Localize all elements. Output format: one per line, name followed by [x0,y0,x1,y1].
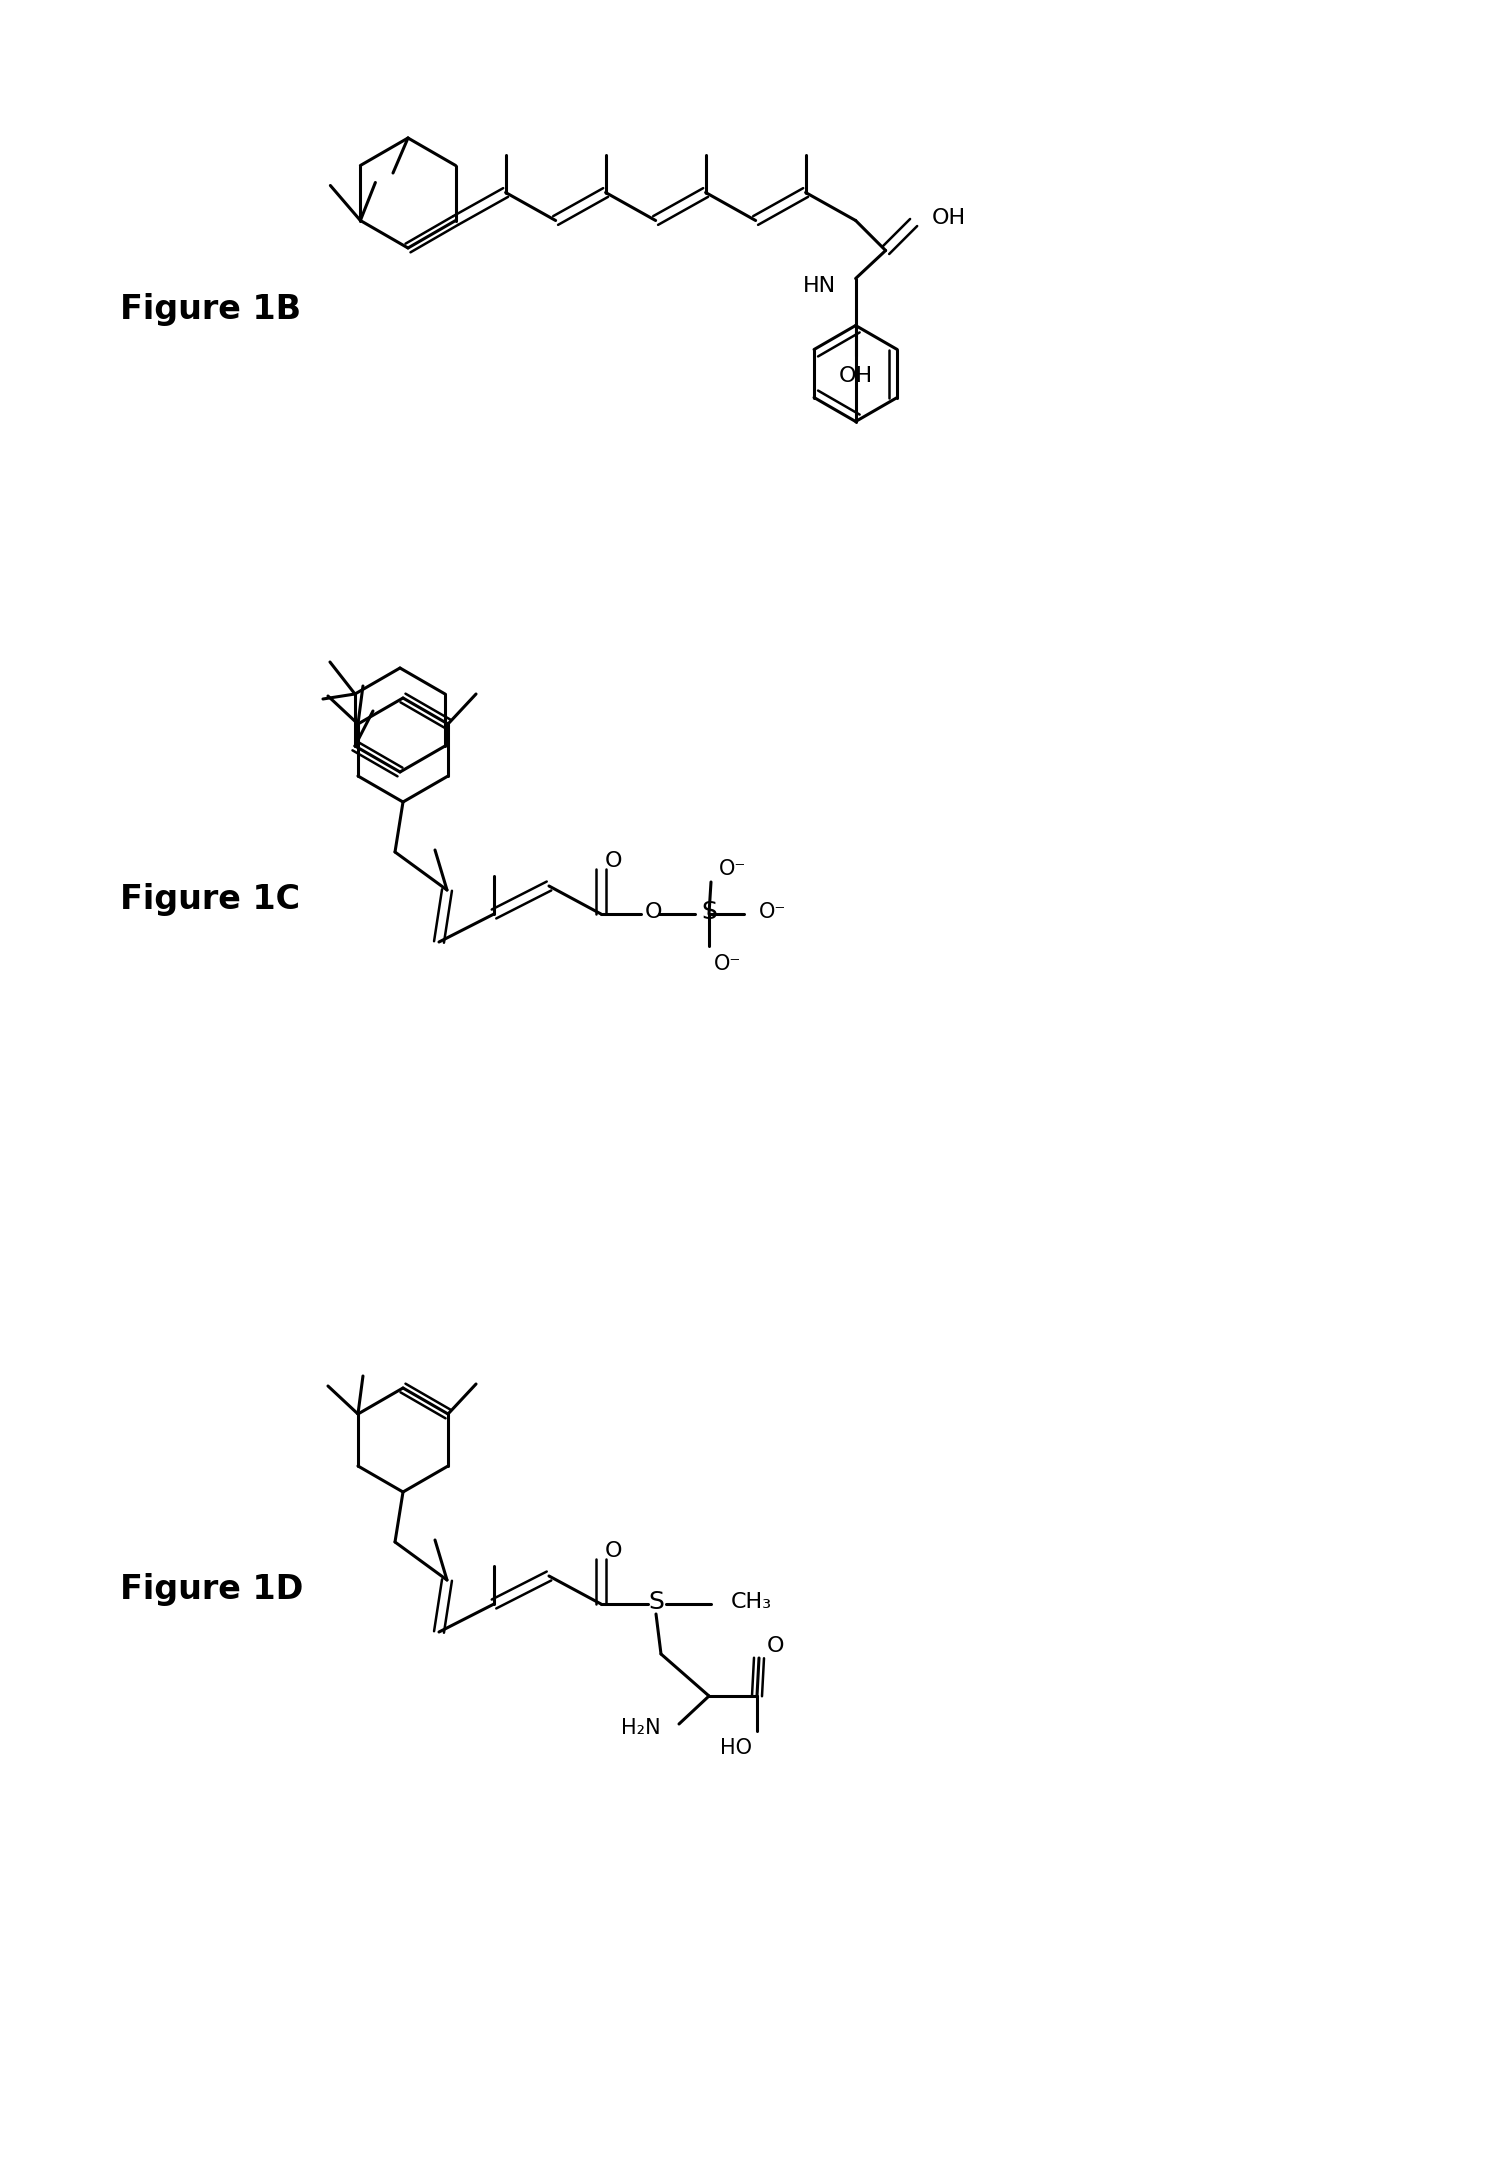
Text: S: S [648,1589,664,1613]
Text: S: S [701,900,716,924]
Text: HO: HO [719,1739,752,1758]
Text: CH₃: CH₃ [731,1591,772,1613]
Text: O: O [605,852,621,872]
Text: H₂N: H₂N [621,1717,661,1739]
Text: O⁻: O⁻ [719,859,746,878]
Text: O: O [605,1541,621,1561]
Text: O⁻: O⁻ [713,954,742,973]
Text: OH: OH [932,208,965,228]
Text: HN: HN [802,278,835,297]
Text: Figure 1C: Figure 1C [121,885,300,917]
Text: Figure 1D: Figure 1D [121,1574,303,1606]
Text: OH: OH [838,366,873,386]
Text: O: O [644,902,662,921]
Text: O⁻: O⁻ [759,902,786,921]
Text: Figure 1B: Figure 1B [121,293,302,327]
Text: O: O [766,1637,784,1656]
